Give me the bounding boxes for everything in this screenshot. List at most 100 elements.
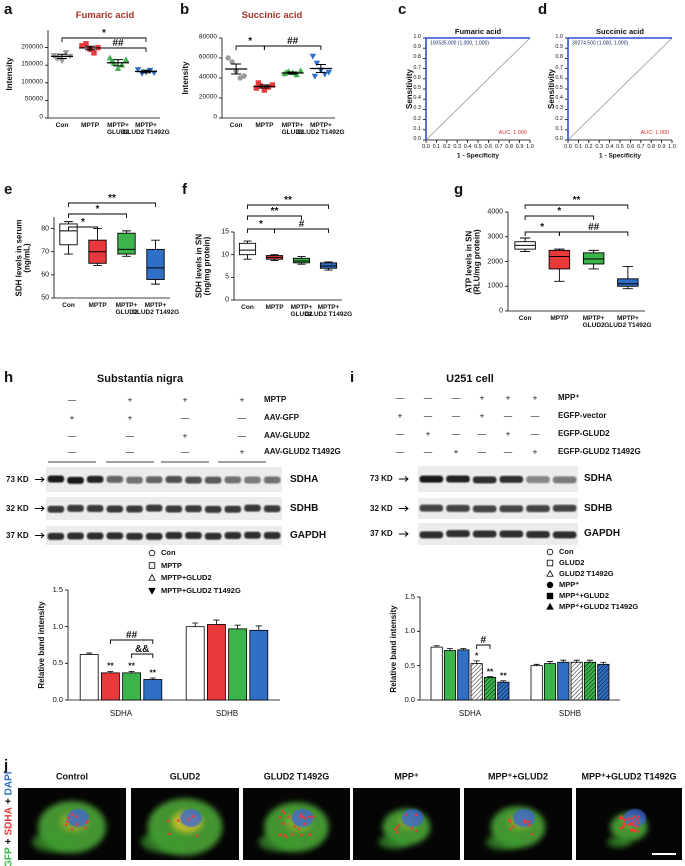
x-tick-label: 0.1 — [574, 144, 583, 150]
treatment-mark: — — [477, 446, 487, 457]
y-axis-label: Relative band intensity — [388, 604, 398, 693]
data-point — [225, 55, 231, 61]
x-tick-label: 0.5 — [616, 144, 624, 150]
blot-band — [446, 475, 470, 483]
protein-label: SDHB — [290, 502, 319, 514]
blot-band — [526, 505, 550, 513]
data-point — [269, 82, 276, 88]
treatment-mark: — — [180, 446, 190, 457]
blot-band — [145, 532, 163, 540]
cell — [32, 801, 106, 853]
x-tick-label: MPTP — [265, 304, 284, 311]
error-bar — [573, 659, 580, 663]
sdha-dot — [630, 821, 634, 825]
data-point — [313, 60, 321, 67]
blot-band — [185, 476, 202, 484]
blot-strip — [418, 523, 578, 545]
protein-label: GAPDH — [290, 529, 327, 541]
blot-band — [472, 476, 497, 484]
significance-label: ** — [284, 194, 292, 206]
blot-band — [47, 505, 65, 513]
y-tick-label: 2000 — [487, 257, 503, 265]
sdha-dot — [530, 832, 534, 836]
treatment-mark: — — [451, 428, 461, 439]
panel-letter: c — [398, 1, 407, 19]
data-point — [114, 65, 122, 71]
kd-label: 73 KD — [370, 473, 393, 483]
blot-strip — [418, 498, 578, 519]
x-tick-label: 1.0 — [668, 144, 676, 150]
blot-band — [244, 476, 261, 484]
blot-band — [106, 532, 124, 540]
y-tick-label: 60 — [41, 271, 49, 279]
y-tick-label: 150000 — [21, 60, 43, 68]
blot-band — [244, 504, 261, 512]
arrow — [399, 476, 409, 482]
blot-band — [244, 531, 261, 539]
x-tick-label: MPTP+ GLUD2 T1492G — [604, 315, 652, 329]
box — [117, 232, 136, 255]
y-tick-label: 0 — [499, 307, 503, 315]
blot-band — [67, 532, 84, 540]
sdha-dot — [71, 813, 74, 816]
treatment-mark: — — [180, 412, 190, 423]
arrow — [35, 532, 45, 539]
data-point — [293, 71, 300, 78]
legend-marker — [148, 573, 156, 581]
significance-label: * — [248, 35, 253, 47]
error-bar — [560, 659, 567, 663]
legend-marker — [546, 569, 554, 577]
y-tick-label: 50000 — [24, 95, 43, 103]
error-bar — [107, 671, 114, 673]
legend-marker — [546, 592, 554, 600]
y-tick-label: 0 — [213, 113, 217, 121]
significance-label: ** — [128, 660, 135, 671]
y-tick-label: 70 — [41, 248, 49, 256]
y-tick-label: 40000 — [198, 73, 217, 81]
sdha-dot — [301, 815, 305, 819]
significance-label: && — [134, 643, 150, 655]
significance-bracket — [558, 231, 629, 236]
y-axis-label: Intensity — [180, 61, 190, 95]
x-tick-label: MPTP — [550, 315, 569, 322]
blot-band — [499, 530, 524, 538]
cell-process — [607, 836, 632, 848]
significance-label: ** — [500, 670, 507, 681]
error-bar — [231, 63, 242, 75]
data-point — [255, 80, 262, 86]
sdha-dot — [278, 833, 282, 836]
blot-band — [145, 476, 163, 484]
error-bar — [128, 671, 135, 673]
legend-marker — [546, 602, 554, 610]
x-tick-label: MPTP+ GLUD2 — [115, 302, 138, 316]
blot-band — [67, 476, 84, 484]
y-tick-label: 0.7 — [555, 64, 563, 71]
treatment-mark: — — [530, 428, 540, 439]
y-tick-label: 0 — [39, 113, 43, 121]
y-tick-label: 0.0 — [413, 136, 421, 143]
significance-label: ** — [149, 667, 157, 678]
x-tick-label: 0.8 — [505, 144, 514, 150]
y-axis-label: Relative band intensity — [36, 601, 46, 689]
sdha-dot — [628, 822, 632, 826]
significance-bracket — [109, 639, 154, 644]
data-point — [134, 67, 142, 74]
sdha-dot — [527, 824, 531, 827]
whisker-low — [243, 254, 252, 260]
treatment-mark: + — [505, 392, 511, 403]
protein-label: SDHA — [290, 473, 319, 485]
blot-strip — [46, 526, 282, 545]
x-tick-label: 0.0 — [422, 144, 430, 150]
cell — [378, 808, 431, 849]
cell-process — [141, 831, 190, 853]
sdha-dot — [303, 822, 307, 826]
sdha-dot — [635, 825, 639, 829]
y-tick-label: 100000 — [21, 78, 43, 86]
sdha-dot — [395, 830, 398, 834]
y-tick-label: 1.0 — [555, 34, 563, 41]
significance-label: ** — [108, 192, 116, 204]
x-tick-label: MPTP+ GLUD2 — [106, 122, 130, 136]
treatment-mark: + — [425, 428, 431, 439]
cell — [258, 802, 329, 852]
blot-band — [185, 505, 202, 513]
